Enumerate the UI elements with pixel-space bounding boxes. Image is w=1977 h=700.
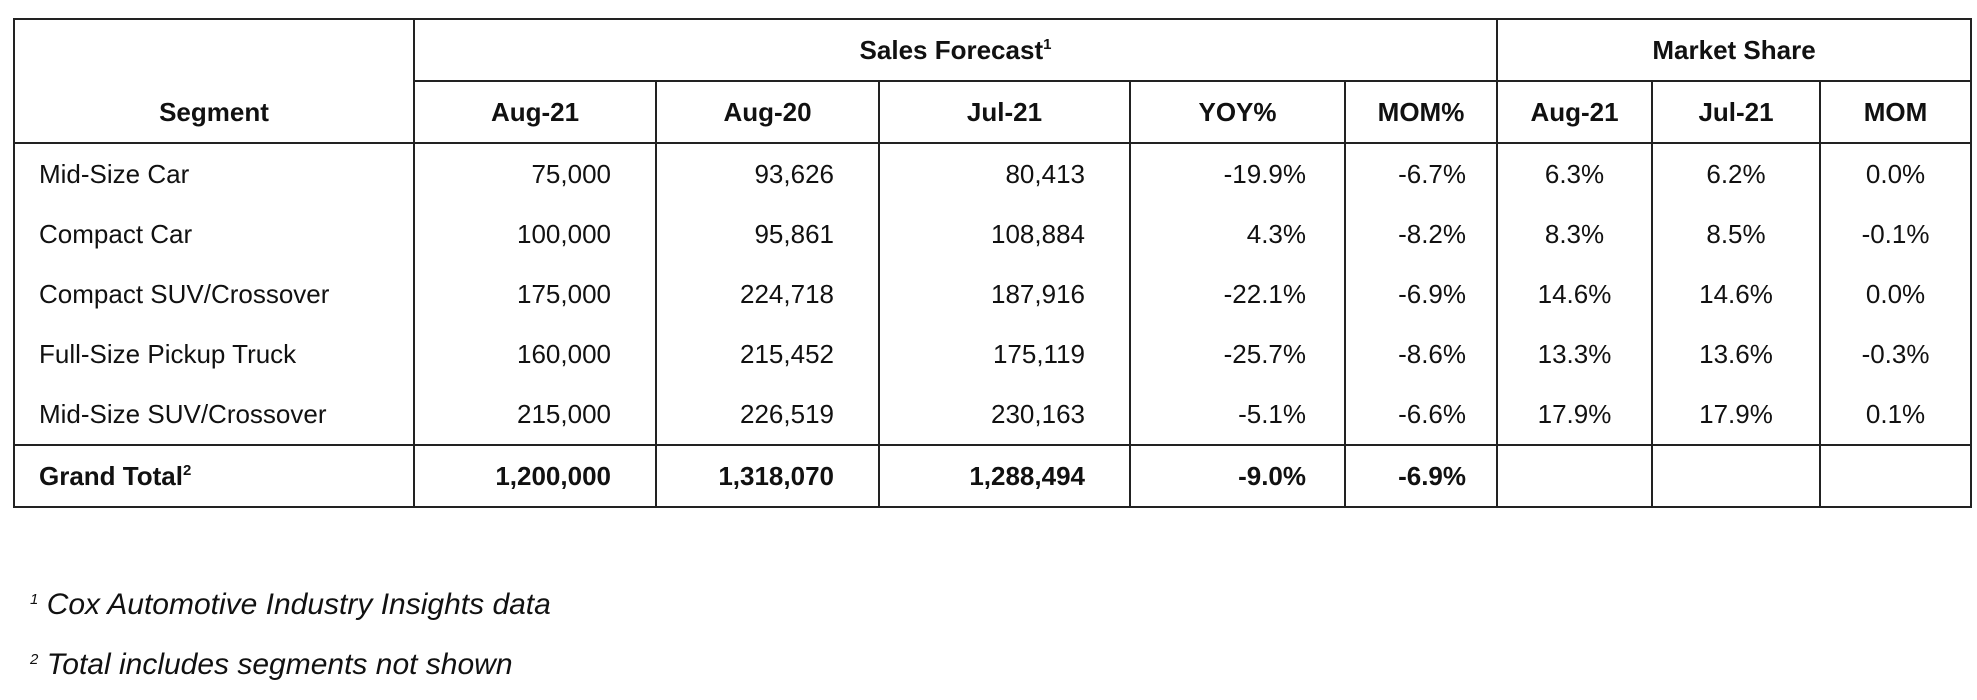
segment-name: Mid-Size SUV/Crossover [13, 384, 415, 445]
segment-name: Full-Size Pickup Truck [13, 324, 415, 384]
total-label-cell: Grand Total2 [13, 444, 415, 508]
cell: 1,318,070 [655, 444, 880, 508]
table-row: Mid-Size SUV/Crossover 215,000 226,519 230,… [13, 384, 1973, 445]
column-header: Jul-21 [1651, 81, 1822, 144]
footnote-text: Cox Automotive Industry Insights data [46, 588, 551, 621]
total-label: Grand Total [39, 460, 183, 491]
cell: -6.9% [1343, 264, 1499, 324]
cell: 175,119 [878, 324, 1131, 384]
cell: 95,861 [655, 204, 880, 264]
cell: 215,452 [655, 324, 880, 384]
footnote-ref: 2 [182, 461, 192, 479]
table-row: Compact Car 100,000 95,861 108,884 4.3% -8.2%… [13, 204, 1973, 264]
cell: 93,626 [655, 143, 880, 204]
cell: -6.7% [1343, 143, 1499, 204]
group-header-row: Segment Sales Forecast1 Market Share [13, 18, 1973, 144]
column-header: YOY% [1129, 81, 1346, 144]
cell: 224,718 [655, 264, 880, 324]
footnote-mark: 1 [30, 591, 39, 608]
column-header: Jul-21 [878, 81, 1131, 144]
total-row: Grand Total2 1,200,000 1,318,070 1,288,494-… [13, 444, 1973, 508]
table-row: Mid-Size Car 75,000 93,626 80,413 -19.9% -6.7… [13, 143, 1973, 204]
cell: 17.9% [1651, 384, 1822, 445]
group-header: Sales Forecast1 [412, 18, 1499, 82]
cell: 80,413 [878, 143, 1131, 204]
table-row: Compact SUV/Crossover 175,000 224,718 187,9… [13, 264, 1973, 324]
cell: 1,288,494 [878, 444, 1131, 508]
cell: 0.0% [1819, 143, 1973, 204]
cell: -25.7% [1129, 324, 1346, 384]
footnote: 2 Total includes segments not shown [30, 648, 513, 682]
sales-table: Segment Sales Forecast1 Market Share Aug… [13, 18, 1973, 508]
segment-name: Compact Car [13, 204, 415, 264]
group-label: Sales Forecast [859, 34, 1044, 65]
cell: -22.1% [1129, 264, 1346, 324]
cell: -5.1% [1129, 384, 1346, 445]
cell: -0.3% [1819, 324, 1973, 384]
table-body: Mid-Size Car 75,000 93,626 80,413 -19.9% -6.7… [13, 143, 1973, 508]
table-row: Full-Size Pickup Truck 160,000 215,452 175,… [13, 324, 1973, 384]
cell: -19.9% [1129, 143, 1346, 204]
cell: -6.9% [1343, 444, 1499, 508]
footnote-mark: 2 [30, 651, 39, 668]
empty-cell [1651, 444, 1822, 508]
column-header: MOM% [1343, 81, 1499, 144]
cell: 14.6% [1651, 264, 1822, 324]
cell: 75,000 [413, 143, 657, 204]
cell: 13.6% [1651, 324, 1822, 384]
footnote: 1 Cox Automotive Industry Insights data [30, 588, 551, 622]
cell: -0.1% [1819, 204, 1973, 264]
cell: 175,000 [413, 264, 657, 324]
segment-name: Compact SUV/Crossover [13, 264, 415, 324]
cell: 226,519 [655, 384, 880, 445]
cell: -8.6% [1343, 324, 1499, 384]
cell: 4.3% [1129, 204, 1346, 264]
group-label: Market Share [1652, 34, 1816, 65]
cell: 13.3% [1496, 324, 1654, 384]
cell: -6.6% [1343, 384, 1499, 445]
cell: 0.0% [1819, 264, 1973, 324]
cell: 8.5% [1651, 204, 1822, 264]
column-header: Aug-21 [413, 81, 657, 144]
cell: 0.1% [1819, 384, 1973, 445]
cell: 14.6% [1496, 264, 1654, 324]
cell: 160,000 [413, 324, 657, 384]
empty-cell [1496, 444, 1654, 508]
cell: 108,884 [878, 204, 1131, 264]
cell: 230,163 [878, 384, 1131, 445]
cell: 215,000 [413, 384, 657, 445]
group-header: Market Share [1496, 18, 1973, 82]
cell: 6.2% [1651, 143, 1822, 204]
column-header: Aug-20 [655, 81, 880, 144]
cell: -9.0% [1129, 444, 1346, 508]
empty-cell [1819, 444, 1973, 508]
footnote-text: Total includes segments not shown [46, 648, 513, 681]
cell: -8.2% [1343, 204, 1499, 264]
column-header-row: Aug-21 Aug-20 Jul-21 YOY% MOM% Aug-21 Jul-21 MO… [14, 81, 1973, 144]
segment-name: Mid-Size Car [13, 143, 415, 204]
column-header: MOM [1819, 81, 1973, 144]
footnote-ref: 1 [1043, 35, 1052, 53]
column-header: Segment [13, 18, 415, 144]
cell: 100,000 [413, 204, 657, 264]
cell: 187,916 [878, 264, 1131, 324]
cell: 17.9% [1496, 384, 1654, 445]
cell: 8.3% [1496, 204, 1654, 264]
column-header: Aug-21 [1496, 81, 1654, 144]
cell: 1,200,000 [413, 444, 657, 508]
cell: 6.3% [1496, 143, 1654, 204]
